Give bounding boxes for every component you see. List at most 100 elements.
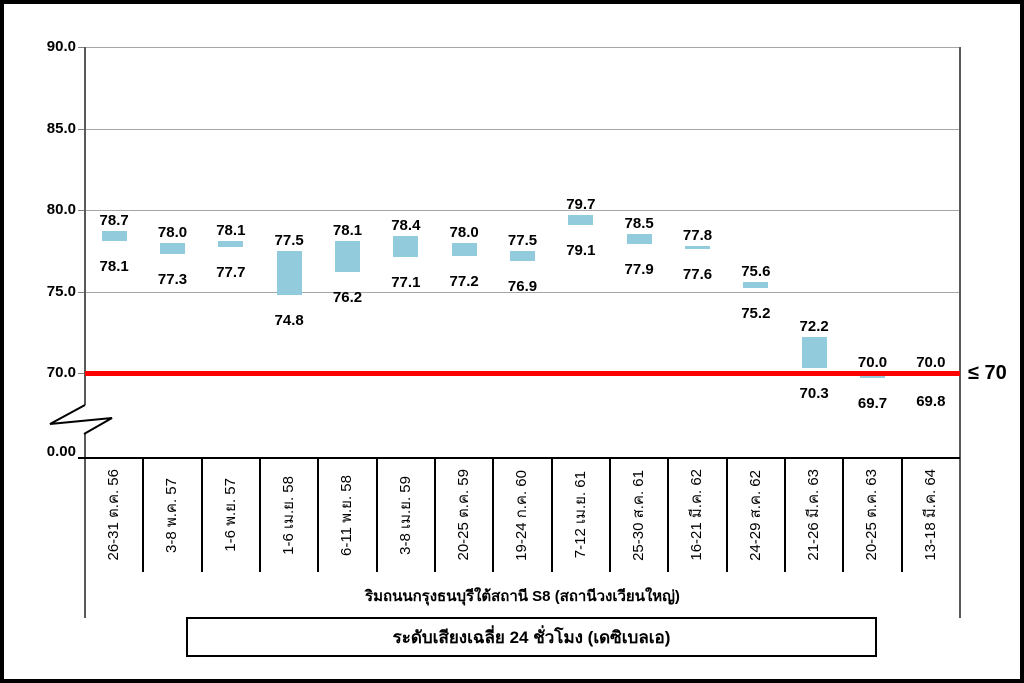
gridline-85 <box>85 128 960 130</box>
category-label: 16-21 มี.ค. 62 <box>688 469 706 561</box>
y-axis-label: 80.0 <box>46 201 76 218</box>
category-label: 1-6 พ.ย. 57 <box>221 478 239 552</box>
y-axis-label: 70.0 <box>46 364 76 381</box>
category-label: 13-18 มี.ค. 64 <box>921 469 939 561</box>
category-divider <box>200 458 203 572</box>
category-label-cell: 1-6 เม.ย. 58 <box>260 459 318 571</box>
bar-min-label: 77.1 <box>391 274 421 292</box>
y-axis-tick <box>78 210 85 211</box>
category-divider <box>609 458 611 572</box>
category-label-cell: 19-24 ก.ค. 60 <box>493 459 551 571</box>
gridline-80 <box>85 210 960 211</box>
bar-max-label: 77.5 <box>507 231 538 249</box>
range-bar <box>451 242 477 256</box>
bar-min-label: 77.3 <box>157 271 188 288</box>
reference-line <box>85 370 960 376</box>
bar-min-label: 79.1 <box>566 241 596 259</box>
bar-min-label: 76.9 <box>507 277 538 295</box>
bar-max-label: 78.7 <box>99 212 129 230</box>
bar-max-label: 78.0 <box>449 223 479 241</box>
bar-min-label: 69.7 <box>857 394 888 412</box>
category-divider <box>784 458 786 572</box>
range-bar <box>626 234 652 245</box>
bar-max-label: 78.4 <box>391 217 421 235</box>
bar-min-label: 70.3 <box>799 385 829 403</box>
y-axis-tick <box>78 128 85 130</box>
category-label-cell: 20-25 ต.ค. 59 <box>435 459 493 571</box>
category-divider <box>142 458 145 572</box>
category-divider <box>375 458 378 572</box>
category-label-cell: 3-8 เม.ย. 59 <box>377 459 435 571</box>
range-bar <box>276 250 302 295</box>
range-bar <box>568 214 594 225</box>
bar-min-label: 69.8 <box>916 393 946 411</box>
category-label-cell: 7-12 เม.ย. 61 <box>552 459 610 571</box>
bar-min-label: 76.2 <box>332 288 363 306</box>
plot-right-border <box>959 47 961 618</box>
y-axis-label: 85.0 <box>46 119 76 137</box>
bar-max-label: 78.1 <box>216 221 246 239</box>
category-divider <box>550 458 553 572</box>
y-axis-label: 0.00 <box>46 443 76 460</box>
bar-max-label: 79.7 <box>566 195 596 213</box>
gridline-90 <box>85 47 960 48</box>
legend-series-label: ระดับเสียงเฉลี่ย 24 ชั่วโมง (เดซิเบลเอ) <box>392 627 671 647</box>
y-axis-tick <box>78 373 85 374</box>
range-bar <box>393 236 419 258</box>
category-label-cell: 16-21 มี.ค. 62 <box>668 459 726 571</box>
category-label: 7-12 เม.ย. 61 <box>571 471 589 559</box>
bar-min-label: 75.2 <box>741 305 771 323</box>
bar-min-label: 77.7 <box>216 264 246 282</box>
bar-max-label: 77.8 <box>682 226 713 244</box>
category-label-cell: 13-18 มี.ค. 64 <box>902 459 960 571</box>
range-bar <box>218 240 244 248</box>
bar-min-label: 74.8 <box>274 311 304 329</box>
bar-max-label: 78.5 <box>624 215 654 233</box>
reference-line-label: ≤ 70 <box>968 362 1007 384</box>
bar-min-label: 77.9 <box>624 261 654 279</box>
bar-max-label: 70.0 <box>857 354 888 371</box>
category-label-cell: 20-25 ต.ค. 63 <box>843 459 901 571</box>
bar-min-label: 77.2 <box>449 272 479 290</box>
legend-box: ระดับเสียงเฉลี่ย 24 ชั่วโมง (เดซิเบลเอ) <box>186 617 877 657</box>
category-divider <box>725 458 728 572</box>
y-axis-tick <box>78 47 85 48</box>
category-label: 24-29 ส.ค. 62 <box>746 469 764 561</box>
bar-min-label: 78.1 <box>99 257 129 275</box>
category-label: 21-26 มี.ค. 63 <box>805 469 823 561</box>
x-axis-line <box>78 457 960 459</box>
y-axis-line <box>84 47 86 405</box>
category-label: 20-25 ต.ค. 63 <box>863 469 881 561</box>
bar-max-label: 78.1 <box>332 221 363 239</box>
category-label: 3-8 เม.ย. 59 <box>396 475 414 555</box>
bar-min-label: 77.6 <box>682 266 713 284</box>
category-divider <box>492 458 495 572</box>
category-divider <box>900 458 903 572</box>
bar-max-label: 72.2 <box>799 318 829 336</box>
range-bar <box>160 242 185 254</box>
range-bar <box>743 281 769 289</box>
category-label-cell: 1-6 พ.ย. 57 <box>202 459 260 571</box>
bar-max-label: 78.0 <box>157 223 188 241</box>
category-label-cell: 21-26 มี.ค. 63 <box>785 459 843 571</box>
category-divider <box>667 458 670 572</box>
y-axis-tick <box>78 291 85 293</box>
category-label: 19-24 ก.ค. 60 <box>513 469 531 561</box>
range-bar <box>510 250 535 261</box>
y-axis-line <box>84 434 86 618</box>
range-bar <box>335 240 360 272</box>
category-label: 6-11 พ.ย. 58 <box>338 474 356 556</box>
category-label: 1-6 เม.ย. 58 <box>280 475 298 555</box>
category-divider <box>317 458 320 572</box>
category-label-cell: 26-31 ต.ค. 56 <box>85 459 143 571</box>
category-label-cell: 3-8 พ.ค. 57 <box>143 459 201 571</box>
category-divider <box>434 458 436 572</box>
category-divider <box>842 458 845 572</box>
range-bar <box>685 245 710 250</box>
bar-max-label: 75.6 <box>741 262 771 280</box>
category-divider <box>259 458 261 572</box>
range-bar <box>801 337 827 369</box>
range-bar <box>101 231 127 241</box>
